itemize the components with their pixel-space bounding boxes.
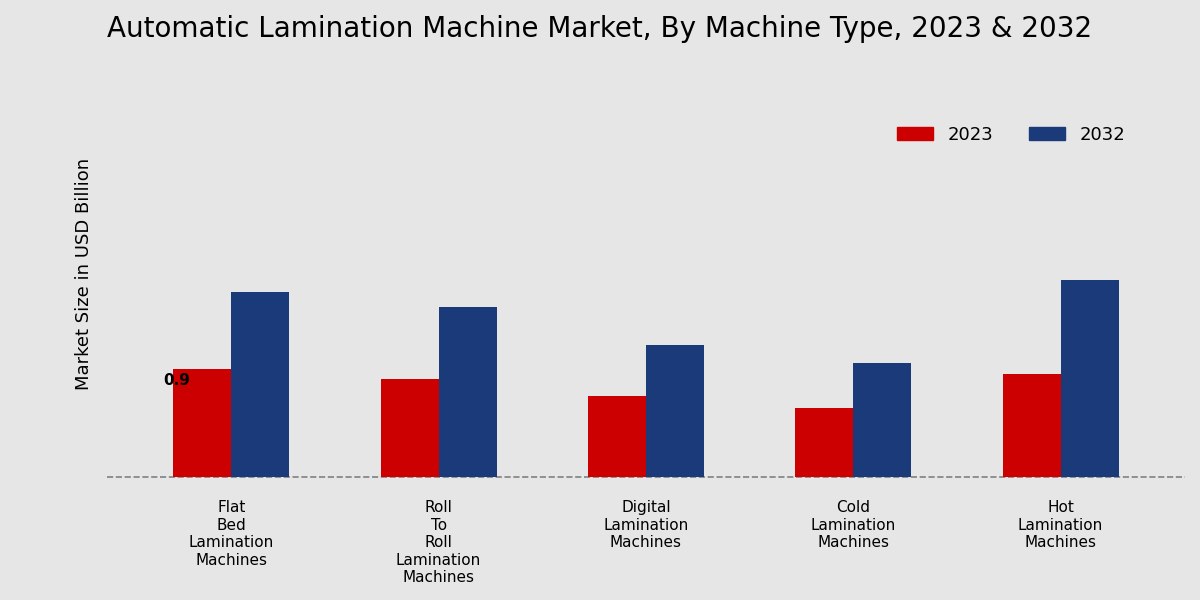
Bar (796, 408, 853, 478)
Bar (439, 307, 497, 478)
Bar (1002, 374, 1061, 478)
Bar (232, 292, 289, 478)
Legend: 2023, 2032: 2023, 2032 (889, 119, 1133, 151)
Bar (1061, 280, 1118, 478)
Y-axis label: Market Size in USD Billion: Market Size in USD Billion (74, 157, 94, 389)
Bar (380, 379, 439, 478)
Bar (853, 364, 911, 478)
Bar (588, 396, 646, 478)
Bar (646, 346, 704, 478)
Bar (173, 370, 232, 478)
Text: Automatic Lamination Machine Market, By Machine Type, 2023 & 2032: Automatic Lamination Machine Market, By … (107, 15, 1092, 43)
Text: 0.9: 0.9 (163, 373, 191, 388)
